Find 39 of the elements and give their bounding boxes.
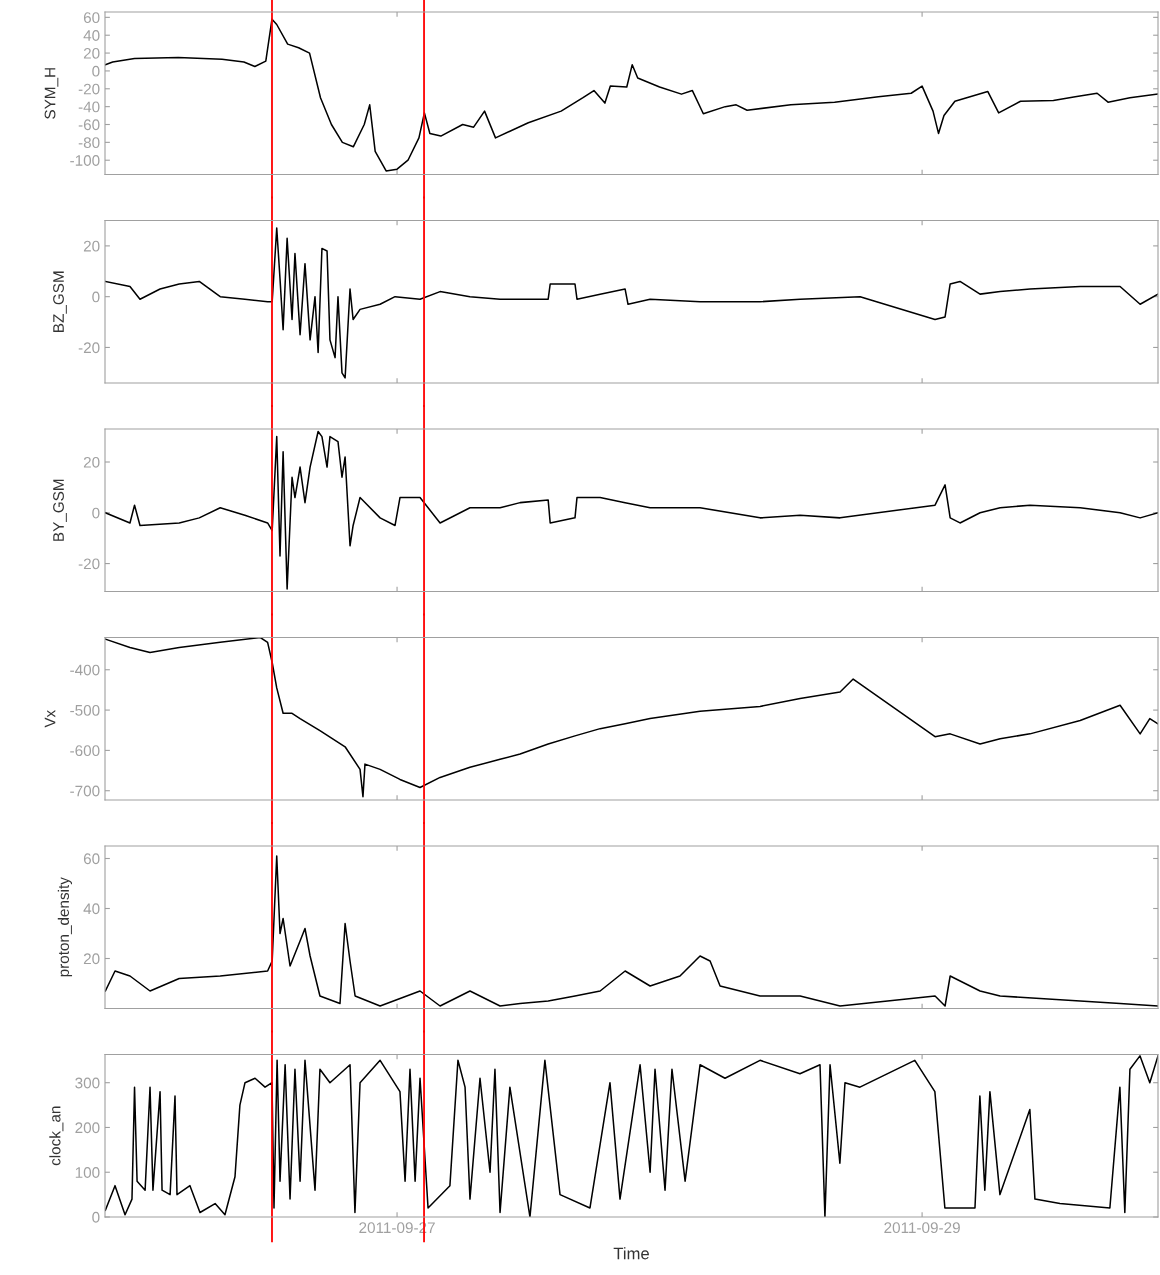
y-tick-label: -600 <box>70 745 100 757</box>
y-tick-label: 60 <box>83 853 100 865</box>
y-tick-label: 0 <box>92 1211 100 1223</box>
y-tick-label: -700 <box>70 785 100 797</box>
line-series <box>105 430 1158 590</box>
y-tick-label: -100 <box>70 155 100 166</box>
y-tick-label: -20 <box>78 342 100 354</box>
y-tick-label: 20 <box>83 456 100 468</box>
line-series <box>105 1055 1158 1217</box>
y-axis-title: SYM_H <box>44 68 59 119</box>
y-axis-title: clock_an <box>49 1106 64 1166</box>
y-tick-label: 20 <box>83 240 100 252</box>
y-tick-label: -40 <box>78 101 100 113</box>
y-tick-label: -60 <box>78 119 100 131</box>
y-tick-label: -20 <box>78 83 100 95</box>
y-tick-label: 60 <box>83 12 100 24</box>
x-axis-title: Time <box>613 1247 649 1260</box>
y-axis-title: BZ_GSM <box>53 271 67 332</box>
y-tick-label: -400 <box>70 664 100 676</box>
y-tick-label: 40 <box>83 903 100 915</box>
y-tick-label: -500 <box>70 704 100 716</box>
y-tick-label: 200 <box>75 1122 100 1134</box>
y-axis-title: proton_density <box>57 877 73 977</box>
y-tick-label: -20 <box>78 558 100 570</box>
y-tick-label: 100 <box>75 1167 100 1178</box>
y-tick-label: -80 <box>78 137 100 149</box>
y-axis-title: Vx <box>44 710 56 728</box>
y-tick-label: 0 <box>92 291 100 303</box>
y-axis-title: BY_GSM <box>53 479 67 541</box>
line-series <box>105 227 1158 379</box>
line-series <box>105 637 1158 798</box>
y-tick-label: 0 <box>92 65 100 77</box>
y-tick-label: 300 <box>75 1077 100 1089</box>
line-series <box>105 18 1158 172</box>
y-tick-label: 40 <box>83 30 100 41</box>
y-tick-label: 20 <box>83 47 100 59</box>
x-tick-label: 2011-09-29 <box>884 1222 960 1234</box>
y-tick-label: 20 <box>83 953 100 965</box>
y-tick-label: 0 <box>92 507 100 519</box>
